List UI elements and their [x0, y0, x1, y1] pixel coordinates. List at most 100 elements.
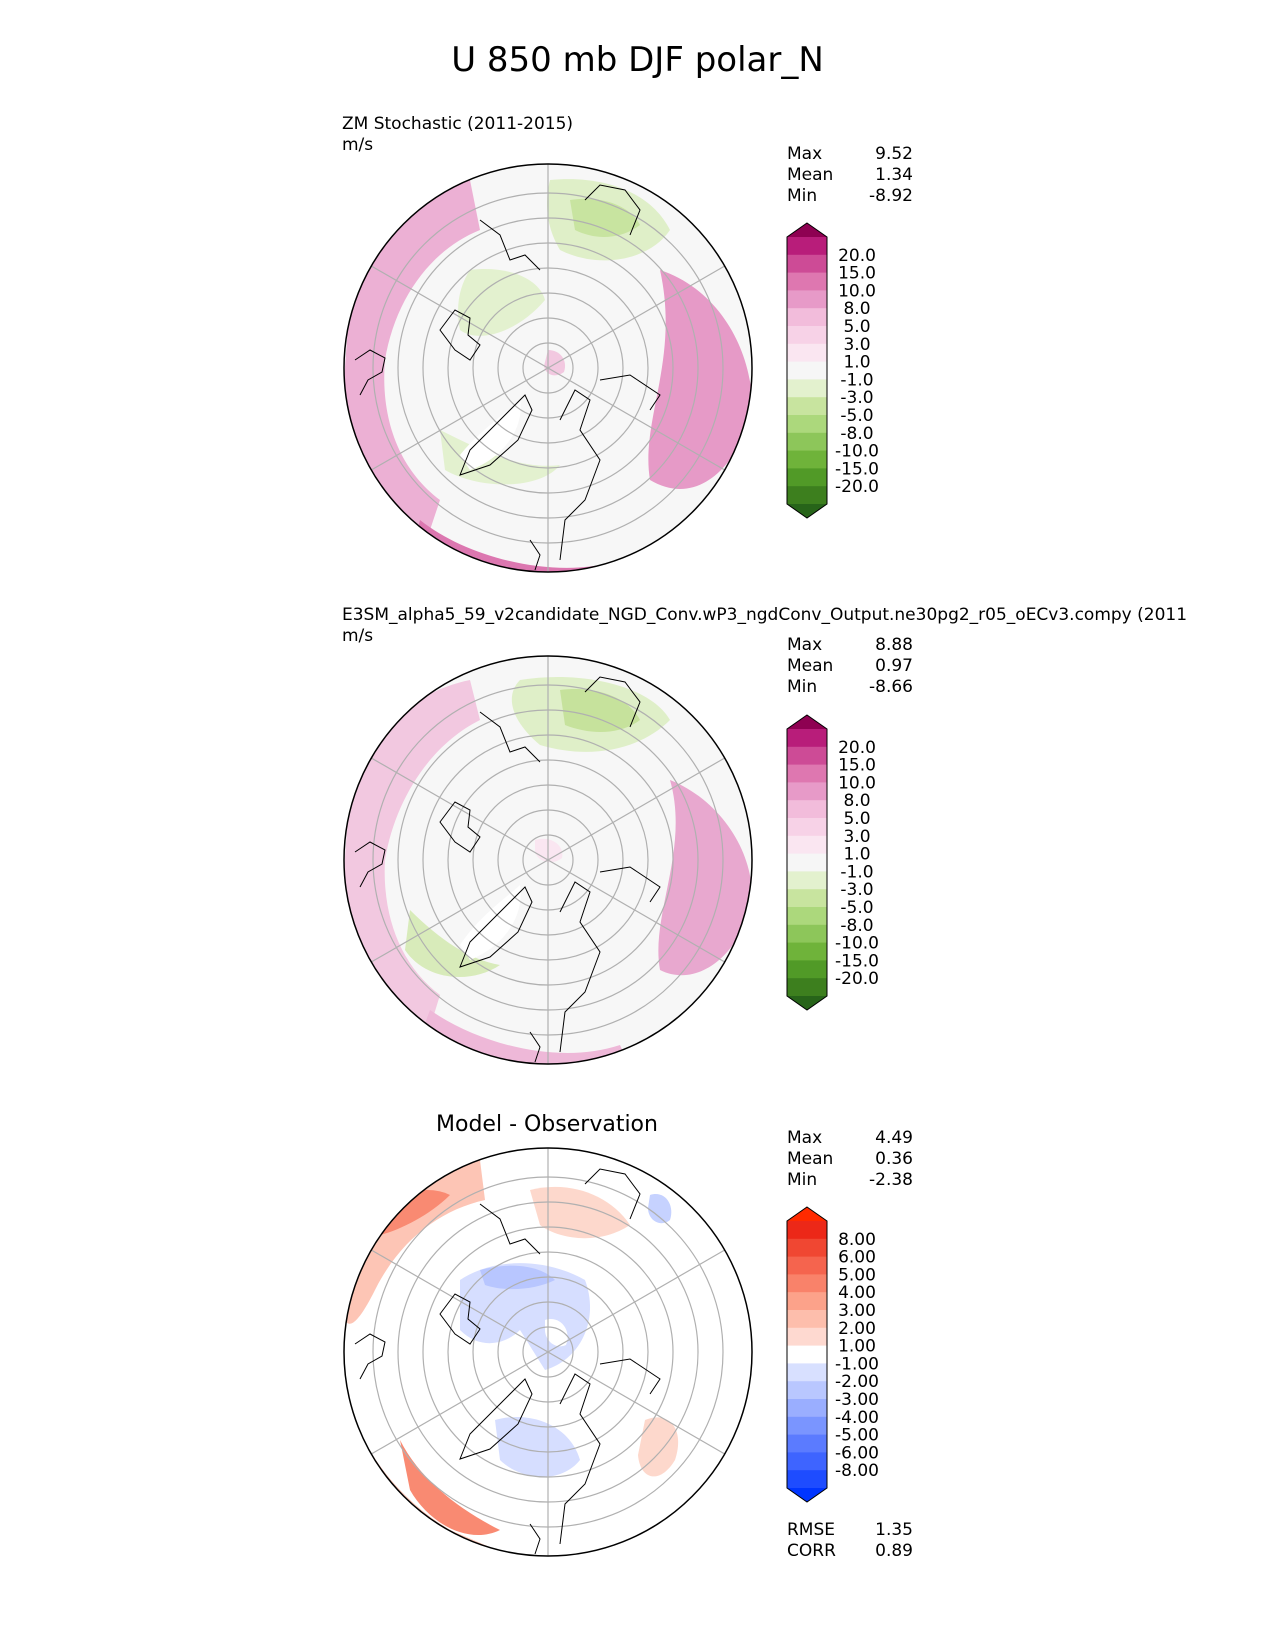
colorbar-tick-label: 3.0	[843, 335, 870, 355]
figure-title: U 850 mb DJF polar_N	[451, 40, 824, 80]
graticule	[371, 656, 725, 1064]
colorbar-band	[787, 1345, 827, 1364]
coastlines	[354, 1168, 661, 1555]
contour-fill	[400, 1010, 640, 1064]
contour-fill	[658, 780, 752, 976]
colorbar-tick-label: -15.0	[835, 951, 879, 971]
contour-fill	[570, 198, 640, 237]
colorbar-band	[787, 290, 827, 309]
colorbar-band	[787, 397, 827, 416]
colorbar-band	[787, 1221, 827, 1240]
colorbar-band	[787, 1399, 827, 1418]
colorbar-tick-label: 15.0	[838, 756, 876, 776]
metric-rmse-value: 1.35	[875, 1520, 913, 1540]
stat-max-value: 9.52	[875, 144, 913, 164]
colorbar-band	[787, 942, 827, 961]
colorbar-tick-label: -2.00	[835, 1372, 879, 1392]
colorbar-tick-label: 3.00	[838, 1301, 876, 1321]
panel-2-units: m/s	[342, 626, 374, 646]
colorbar-band	[787, 1452, 827, 1471]
colorbar-tick-label: 1.0	[843, 353, 870, 373]
coastlines	[354, 184, 661, 571]
metric-label: RMSE	[787, 1520, 836, 1540]
stat-label: Min	[787, 186, 818, 206]
contour-fill	[344, 180, 480, 560]
colorbar-band	[787, 1381, 827, 1400]
contour-fill	[545, 1319, 568, 1347]
colorbar-tick-label: -8.00	[835, 1461, 879, 1481]
coastlines	[354, 676, 661, 1063]
colorbar-band	[787, 343, 827, 363]
colorbar-tick-label: 8.00	[838, 1230, 876, 1250]
colorbar-band	[787, 415, 827, 434]
contour-fill	[638, 1417, 679, 1477]
colorbar-extend-min	[787, 996, 827, 1010]
colorbar-extend-max	[787, 715, 827, 729]
colorbar-tick-label: 5.0	[843, 809, 870, 829]
contour-fill	[480, 1265, 555, 1290]
colorbar-tick-label: -20.0	[835, 969, 879, 989]
colorbar-band	[787, 729, 827, 748]
panel-2-title: E3SM_alpha5_59_v2candidate_NGD_Conv.wP3_…	[342, 605, 1188, 625]
colorbar-tick-label: -3.0	[840, 388, 873, 408]
colorbar-band	[787, 361, 827, 380]
map-border	[343, 163, 753, 573]
metric-label: CORR	[787, 1541, 836, 1561]
colorbar-band	[787, 1363, 827, 1382]
colorbar-tick-label: -5.0	[840, 898, 873, 918]
graticule	[371, 1148, 725, 1556]
stat-mean-value: 1.34	[875, 165, 913, 185]
contour-fill	[400, 1440, 500, 1536]
panel-1-title: ZM Stochastic (2011-2015)	[342, 114, 574, 134]
colorbar-band	[787, 871, 827, 890]
colorbar-outline	[786, 1206, 828, 1503]
colorbar-extend-max	[787, 1207, 827, 1221]
colorbar-panel-3: 8.006.005.004.003.002.001.00-1.00-2.00-3…	[786, 1206, 879, 1503]
colorbar-band	[787, 1292, 827, 1311]
panel-1-units: m/s	[342, 135, 374, 155]
map-border	[343, 655, 753, 1065]
contour-fill	[648, 270, 752, 489]
stat-max-value: 4.49	[875, 1128, 913, 1148]
map-border	[343, 1147, 753, 1557]
map-panel-3	[343, 1147, 753, 1557]
colorbar-tick-label: -3.00	[835, 1390, 879, 1410]
colorbar-tick-label: 15.0	[838, 264, 876, 284]
colorbar-tick-label: -1.0	[840, 862, 873, 882]
contour-fill	[405, 910, 500, 977]
stat-label: Min	[787, 1170, 818, 1190]
contour-fill	[530, 1186, 630, 1239]
colorbar-tick-label: -8.0	[840, 424, 873, 444]
stat-min-value: -2.38	[869, 1170, 913, 1190]
colorbar-panel-1: 20.015.010.08.05.03.01.0-1.0-3.0-5.0-8.0…	[786, 222, 879, 519]
panel-1-stats: Max 9.52 Mean 1.34 Min -8.92	[787, 144, 913, 207]
colorbar-band	[787, 1327, 827, 1347]
colorbar-tick-label: 20.0	[838, 738, 876, 758]
colorbar-band	[787, 924, 827, 944]
panel-3-metrics: RMSE 1.35 CORR 0.89	[787, 1520, 913, 1562]
colorbar-band	[787, 835, 827, 855]
colorbar-band	[787, 746, 827, 766]
stat-label: Max	[787, 635, 823, 655]
colorbar-band	[787, 782, 827, 801]
colorbar-tick-label: 10.0	[838, 281, 876, 301]
colorbar-band	[787, 1238, 827, 1258]
colorbar-band	[787, 978, 827, 997]
colorbar-band	[787, 486, 827, 505]
colorbar-band	[787, 272, 827, 291]
colorbar-tick-label: -1.00	[835, 1354, 879, 1374]
colorbar-extend-max	[787, 223, 827, 237]
map-panel-2	[343, 655, 753, 1065]
greenland-patch	[460, 885, 521, 960]
contour-fill	[648, 1194, 672, 1224]
stat-max-value: 8.88	[875, 635, 913, 655]
stat-label: Max	[787, 1128, 823, 1148]
colorbar-tick-label: -10.0	[835, 934, 879, 954]
panel-2-stats: Max 8.88 Mean 0.97 Min -8.66	[787, 635, 913, 698]
colorbar-tick-label: 3.0	[843, 827, 870, 847]
colorbar-band	[787, 1434, 827, 1453]
colorbar-band	[787, 1256, 827, 1275]
colorbar-panel-2: 20.015.010.08.05.03.01.0-1.0-3.0-5.0-8.0…	[786, 714, 879, 1011]
colorbar-tick-label: -5.0	[840, 406, 873, 426]
colorbar-band	[787, 254, 827, 274]
